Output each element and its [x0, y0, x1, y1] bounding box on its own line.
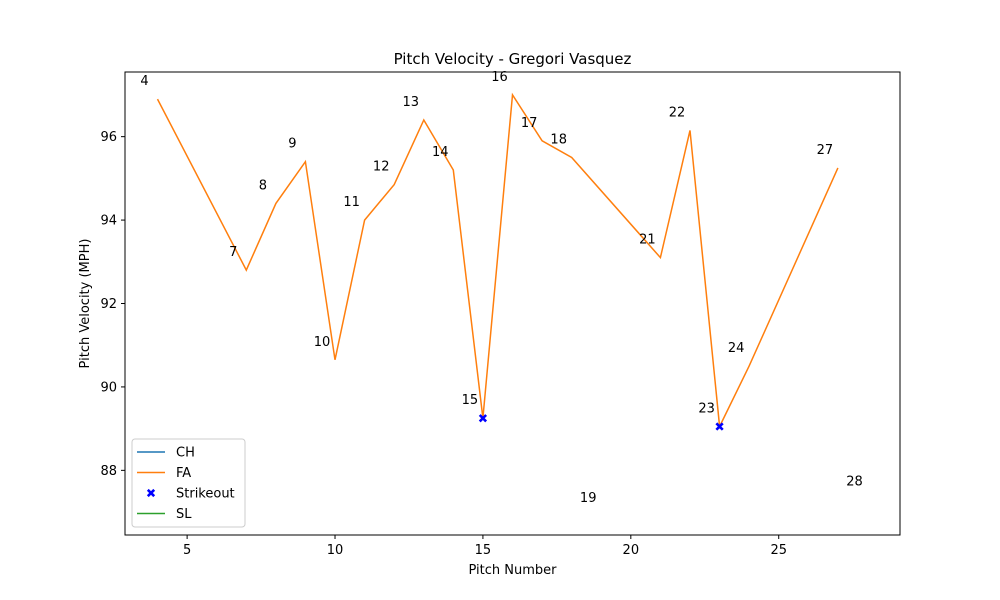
x-tick-label: 25: [770, 543, 787, 558]
legend-label: SL: [176, 507, 192, 522]
y-tick-label: 90: [100, 380, 117, 395]
annotation-label: 14: [432, 145, 449, 160]
x-tick-label: 5: [183, 543, 191, 558]
annotation-label: 9: [288, 137, 296, 152]
plot-area: 4 7 8 9 10 11 12 13 14 15 16 17 18 19 21 22 23 24 27 28: [140, 70, 862, 506]
annotation-label: 24: [728, 341, 745, 356]
legend-label: Strikeout: [176, 487, 235, 502]
y-axis-label: Pitch Velocity (MPH): [78, 239, 93, 369]
legend-label: FA: [176, 466, 191, 481]
legend-entry-ch: CH: [137, 446, 195, 461]
y-axis: 88 90 92 94 96: [100, 130, 125, 479]
annotation-label: 16: [491, 70, 508, 85]
annotation-label: 13: [403, 95, 420, 110]
annotation-label: 11: [343, 195, 360, 210]
strikeout-marker: [478, 414, 488, 423]
x-tick-label: 10: [327, 543, 344, 558]
legend-entry-fa: FA: [137, 466, 191, 481]
annotation-label: 10: [314, 335, 331, 350]
y-tick-label: 96: [100, 130, 117, 145]
legend: CH FA Strikeout SL: [131, 438, 246, 528]
annotation-label: 12: [373, 160, 390, 175]
legend-box: [131, 438, 246, 528]
series-line-fa: [156, 92, 839, 430]
legend-swatch: [146, 488, 156, 498]
x-tick-label: 20: [623, 543, 640, 558]
legend-label: CH: [176, 446, 195, 461]
legend-entry-strikeout: Strikeout: [146, 487, 235, 502]
chart-title: Pitch Velocity - Gregori Vasquez: [394, 50, 632, 68]
annotation-label: 4: [140, 74, 148, 89]
annotation-label: 15: [462, 393, 479, 408]
strikeout-marker: [715, 422, 724, 431]
annotation-label: 18: [550, 133, 567, 148]
x-axis: 5 10 15 20 25: [183, 535, 787, 558]
annotation-label: 27: [817, 143, 834, 158]
annotation-label: 19: [580, 491, 597, 506]
x-axis-label: Pitch Number: [468, 563, 557, 578]
annotation-label: 28: [846, 475, 863, 490]
y-tick-label: 92: [100, 297, 117, 312]
annotation-label: 21: [639, 233, 656, 248]
y-tick-label: 94: [100, 214, 117, 229]
annotation-label: 8: [259, 178, 267, 193]
annotation-label: 7: [229, 245, 237, 260]
y-tick-label: 88: [100, 464, 117, 479]
annotation-label: 23: [698, 402, 715, 417]
legend-entry-sl: SL: [137, 507, 192, 522]
x-tick-label: 15: [475, 543, 492, 558]
annotation-label: 17: [521, 116, 538, 131]
annotation-label: 22: [669, 105, 686, 120]
